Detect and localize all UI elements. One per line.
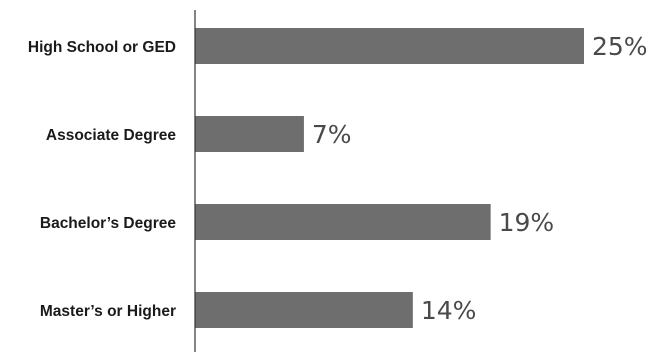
bar-high-school-or-ged: [195, 28, 584, 64]
value-label-master-s-or-higher: 14%: [421, 296, 477, 325]
value-label-bachelor-s-degree: 19%: [499, 208, 555, 237]
category-labels-group: High School or GED Associate Degree Bachel…: [28, 39, 177, 320]
bars-group: [195, 28, 584, 328]
bar-bachelor-s-degree: [195, 204, 491, 240]
bar-associate-degree: [195, 116, 304, 152]
value-label-high-school-or-ged: 25%: [592, 32, 648, 61]
category-label-bachelor-s-degree: Bachelor’s Degree: [40, 215, 176, 232]
category-label-master-s-or-higher: Master’s or Higher: [40, 303, 176, 320]
category-label-associate-degree: Associate Degree: [46, 127, 176, 144]
bar-master-s-or-higher: [195, 292, 413, 328]
category-label-high-school-or-ged: High School or GED: [28, 39, 176, 56]
value-label-associate-degree: 7%: [312, 120, 352, 149]
value-labels-group: 25% 7% 19% 14%: [312, 32, 648, 325]
